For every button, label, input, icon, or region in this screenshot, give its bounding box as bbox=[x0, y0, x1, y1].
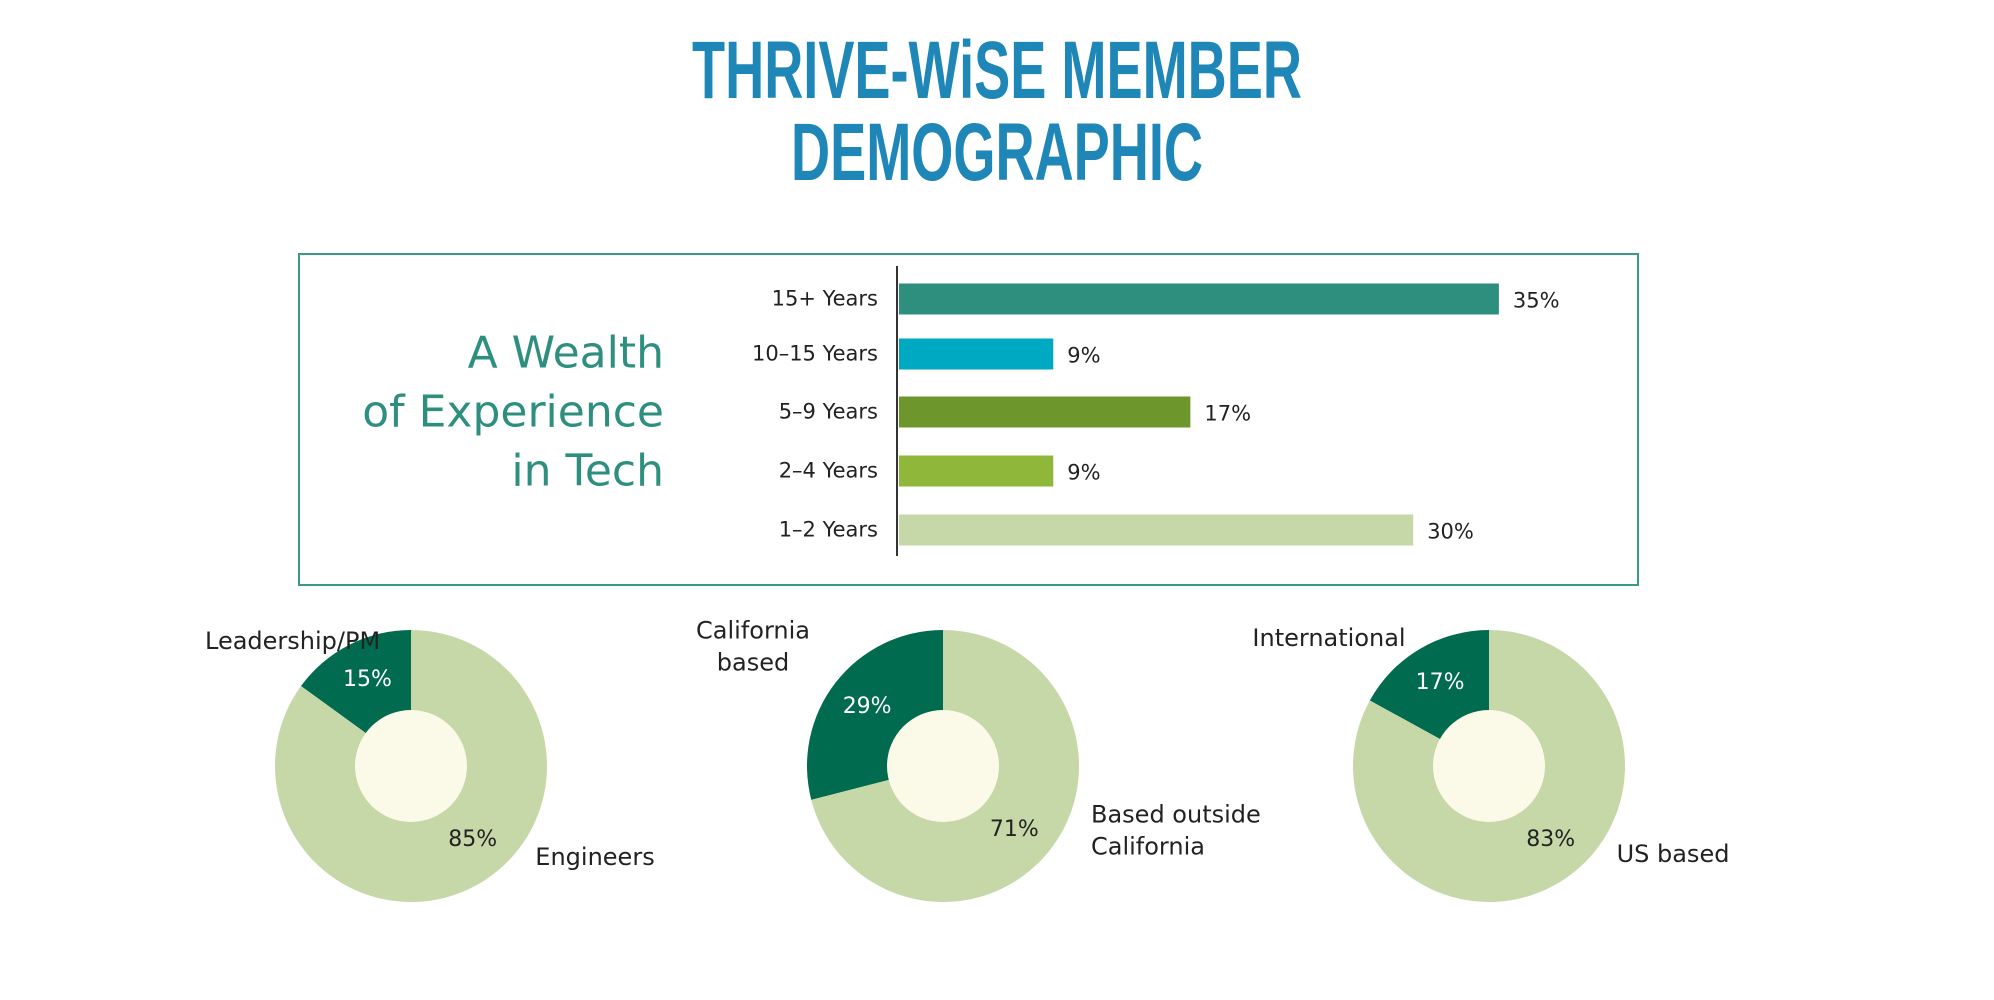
value-label: 35% bbox=[1512, 288, 1560, 313]
bar bbox=[899, 455, 1054, 487]
category-label: 2–4 Years bbox=[778, 458, 878, 483]
category-label: 1–2 Years bbox=[778, 517, 878, 542]
bar-chart-title: A Wealth of Experience in Tech bbox=[362, 327, 664, 497]
bar bbox=[899, 338, 1054, 370]
bar bbox=[899, 283, 1499, 315]
value-label: 9% bbox=[1067, 460, 1101, 485]
slice-value-label: 83% bbox=[1526, 826, 1576, 852]
bar bbox=[899, 514, 1414, 546]
page-title: THRIVE-WiSE MEMBER DEMOGRAPHIC bbox=[692, 25, 1302, 198]
slice-category-label: International bbox=[1252, 623, 1406, 652]
slice-category-label: Leadership/PM bbox=[205, 626, 381, 655]
value-label: 30% bbox=[1427, 519, 1474, 544]
slice-category-label: Based outside California bbox=[1091, 800, 1261, 861]
category-label: 15+ Years bbox=[771, 286, 878, 311]
category-label: 5–9 Years bbox=[778, 399, 878, 424]
category-label: 10–15 Years bbox=[751, 341, 878, 366]
value-label: 9% bbox=[1067, 343, 1101, 368]
donut-hole bbox=[355, 710, 467, 822]
slice-category-label: Engineers bbox=[535, 842, 655, 871]
donut-hole bbox=[1433, 710, 1545, 822]
slice-value-label: 15% bbox=[342, 667, 392, 693]
bar bbox=[899, 396, 1191, 428]
slice-value-label: 17% bbox=[1415, 670, 1465, 696]
slice-category-label: California based bbox=[696, 616, 810, 677]
slice-value-label: 85% bbox=[448, 826, 498, 852]
donut-hole bbox=[887, 710, 999, 822]
slice-category-label: US based bbox=[1616, 839, 1730, 868]
bar-panel-frame bbox=[298, 253, 1639, 586]
value-label: 17% bbox=[1204, 401, 1252, 426]
slice-value-label: 71% bbox=[989, 817, 1039, 843]
slice-value-label: 29% bbox=[842, 693, 892, 719]
